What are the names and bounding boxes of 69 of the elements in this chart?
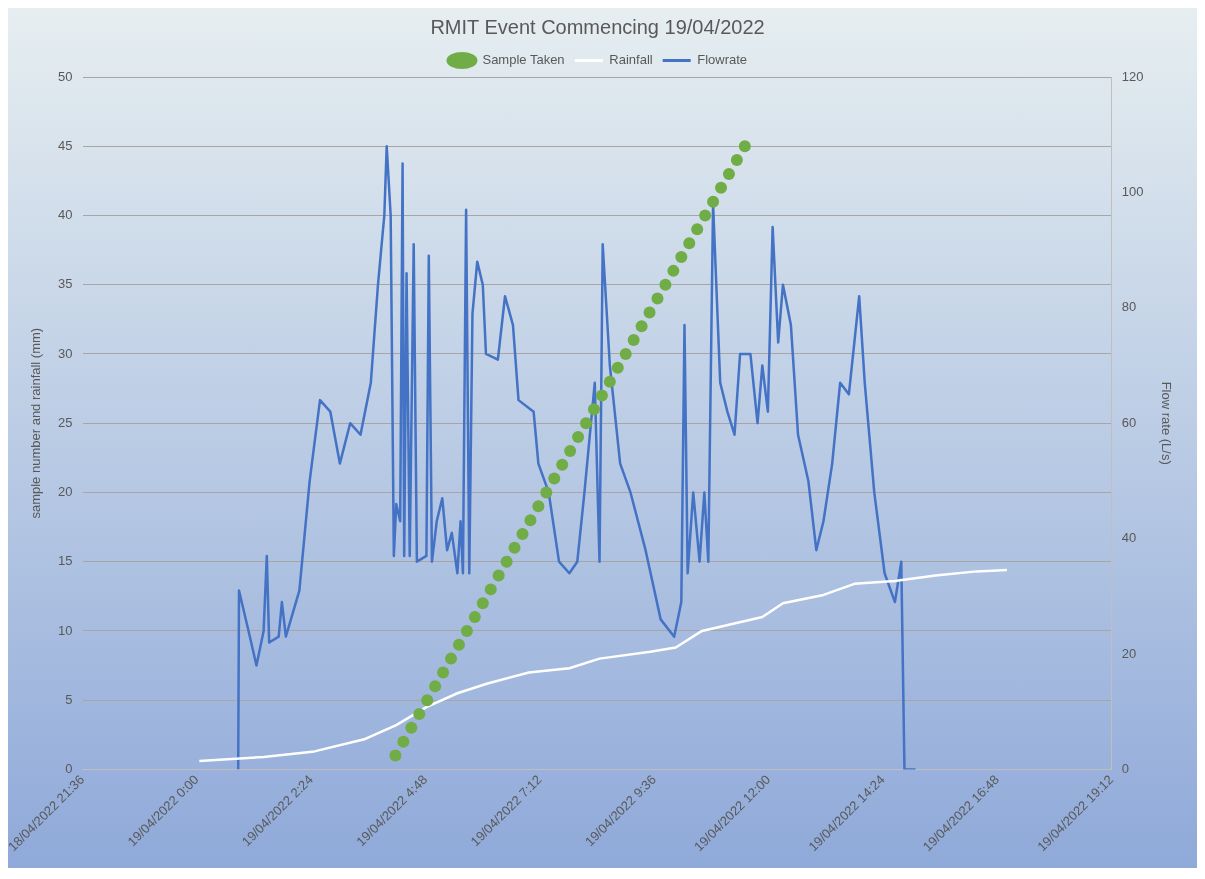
point	[715, 181, 728, 194]
point	[675, 251, 688, 264]
y-tick-label: 5	[65, 691, 73, 707]
legend-label: Rainfall	[609, 52, 653, 68]
point	[619, 347, 632, 360]
chart-title: RMIT Event Commencing 19/04/2022	[430, 15, 765, 38]
y2-tick-label: 120	[1121, 68, 1144, 84]
point	[643, 306, 656, 319]
point	[540, 486, 553, 499]
point	[389, 749, 402, 762]
point	[667, 264, 680, 277]
y2-axis-title: Flow rate (L/s)	[1158, 381, 1174, 465]
y-tick-label: 35	[58, 276, 73, 292]
point	[405, 721, 418, 734]
point	[587, 403, 600, 416]
y-tick-label: 20	[58, 484, 73, 500]
point	[651, 292, 664, 305]
y2-tick-label: 40	[1121, 530, 1137, 546]
y-tick-label: 15	[58, 553, 73, 569]
point	[421, 694, 434, 707]
point	[437, 666, 450, 679]
point	[468, 611, 481, 624]
point	[452, 638, 465, 651]
legend-label: Flowrate	[697, 52, 748, 68]
legend-label: Sample Taken	[482, 52, 565, 68]
point	[564, 444, 577, 457]
y-tick-label: 30	[58, 345, 73, 361]
point	[730, 154, 743, 167]
point	[635, 320, 648, 333]
y2-tick-label: 20	[1121, 645, 1137, 661]
point	[500, 555, 513, 568]
y-tick-label: 40	[58, 207, 73, 223]
point	[572, 431, 585, 444]
point	[611, 361, 624, 374]
point	[738, 140, 751, 153]
y-tick-label: 50	[58, 68, 73, 84]
point	[580, 417, 593, 430]
point	[508, 541, 521, 554]
y-tick-label: 45	[58, 137, 73, 153]
point	[683, 237, 696, 250]
point	[707, 195, 720, 208]
point	[460, 624, 473, 637]
point	[699, 209, 712, 222]
y2-tick-label: 60	[1121, 414, 1137, 430]
point	[445, 652, 458, 665]
y-tick-label: 25	[58, 414, 73, 430]
point	[603, 375, 616, 388]
point	[532, 500, 545, 513]
point	[556, 458, 569, 471]
point	[548, 472, 561, 485]
point	[595, 389, 608, 402]
y-tick-label: 10	[58, 622, 73, 638]
point	[722, 167, 735, 180]
y2-tick-label: 100	[1121, 183, 1144, 199]
point	[413, 708, 426, 721]
point	[429, 680, 442, 693]
y-axis-title: sample number and rainfall (mm)	[27, 327, 43, 519]
y-tick-label: 0	[65, 760, 73, 776]
point	[691, 223, 704, 236]
point	[659, 278, 672, 291]
point	[397, 735, 410, 748]
point	[476, 597, 489, 610]
y2-tick-label: 0	[1121, 760, 1129, 776]
point	[484, 583, 497, 596]
point	[627, 334, 640, 347]
point	[492, 569, 505, 582]
y2-tick-label: 80	[1121, 299, 1137, 315]
point	[524, 514, 537, 527]
point	[516, 527, 529, 540]
